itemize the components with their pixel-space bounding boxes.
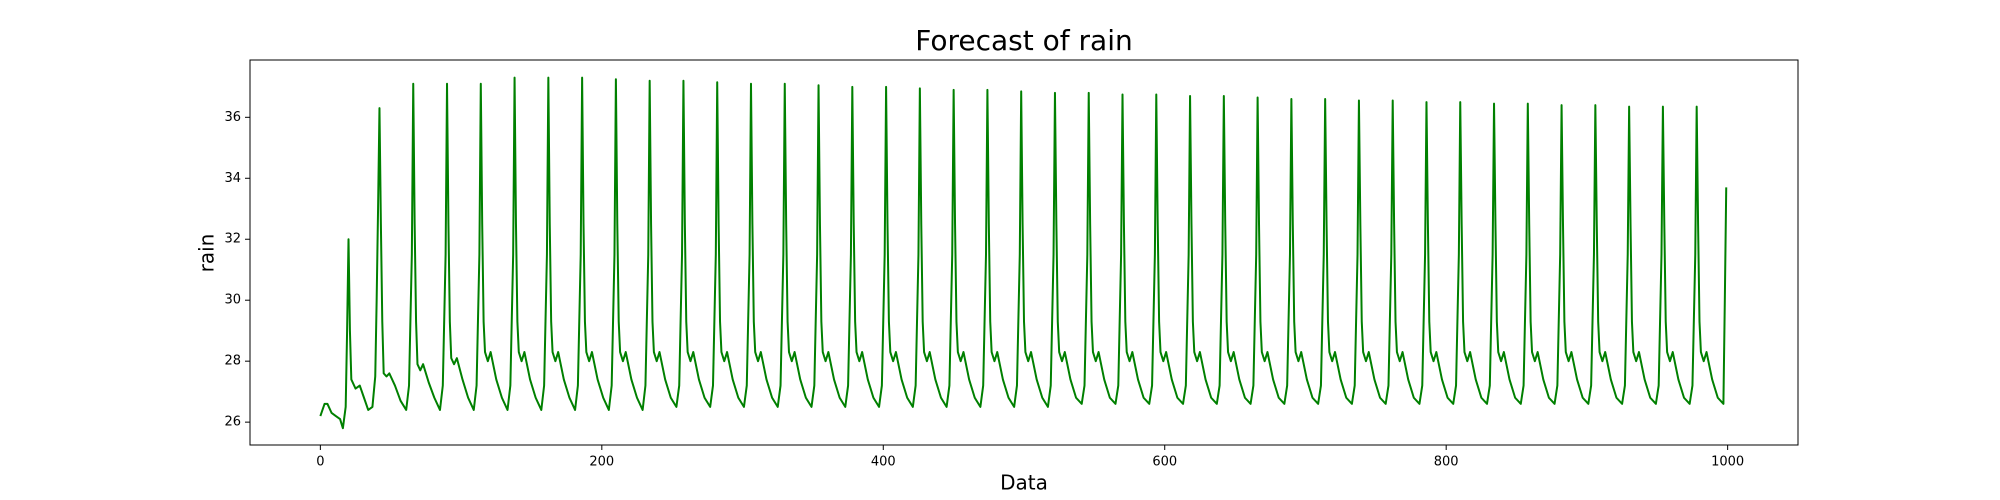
y-axis-label: rain xyxy=(195,234,219,273)
x-axis-label: Data xyxy=(1000,471,1048,495)
x-tick-label: 200 xyxy=(589,455,614,470)
y-tick-label: 32 xyxy=(224,232,241,247)
y-tick-label: 34 xyxy=(224,171,241,186)
y-tick-label: 30 xyxy=(224,293,241,308)
x-tick-label: 0 xyxy=(316,455,324,470)
data-line xyxy=(319,76,1728,430)
y-tick-label: 36 xyxy=(224,110,241,125)
chart-title: Forecast of rain xyxy=(915,24,1132,57)
x-tick-label: 1000 xyxy=(1711,455,1744,470)
x-tick-label: 400 xyxy=(871,455,896,470)
x-tick-label: 800 xyxy=(1434,455,1459,470)
y-tick-label: 26 xyxy=(224,415,241,430)
plot-frame xyxy=(249,59,1799,446)
x-tick-label: 600 xyxy=(1152,455,1177,470)
y-tick-label: 28 xyxy=(224,354,241,369)
